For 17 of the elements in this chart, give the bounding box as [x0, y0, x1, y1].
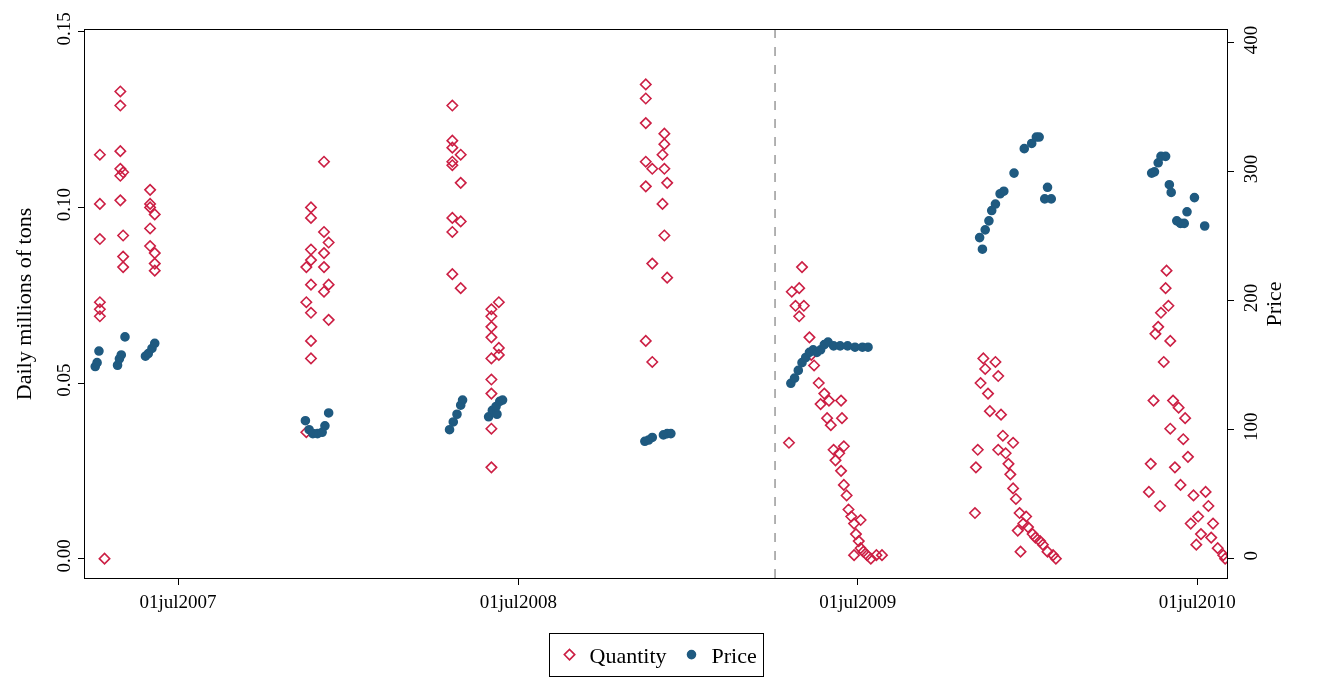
y2-tick-label: 100 [1239, 412, 1261, 442]
y-tick-label: 0.05 [53, 363, 75, 397]
y2-axis-title: Price [1260, 281, 1286, 327]
x-tick-label: 01jul2009 [819, 590, 897, 612]
legend-label: Quantity [589, 643, 667, 669]
y-tick-label: 0.15 [53, 12, 75, 46]
x-tick-label: 01jul2010 [1158, 590, 1236, 612]
x-tick-label: 01jul2008 [479, 590, 557, 612]
y2-tick-label: 300 [1239, 154, 1261, 184]
x-tick-label: 01jul2007 [139, 590, 217, 612]
y-tick-label: 0.10 [53, 187, 75, 222]
y-tick-label: 0.00 [53, 539, 75, 573]
y2-tick-label: 0 [1239, 551, 1261, 561]
legend-label: Price [711, 643, 757, 669]
y-axis-title: Daily millions of tons [11, 207, 37, 401]
y2-tick-label: 400 [1239, 25, 1261, 55]
y2-tick-label: 200 [1239, 283, 1261, 313]
